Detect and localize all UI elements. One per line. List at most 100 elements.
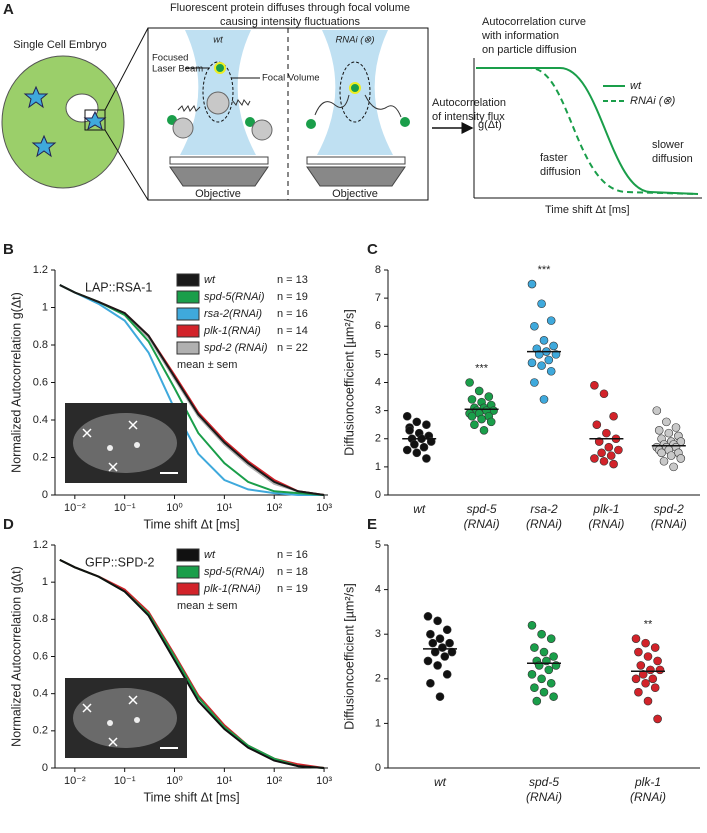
wt-label: wt — [213, 35, 223, 46]
category-label: (RNAi) — [526, 790, 562, 804]
data-point — [636, 661, 646, 670]
category-label: wt — [413, 502, 426, 516]
data-point — [539, 336, 549, 345]
a-title: Fluorescent protein diffuses through foc… — [170, 2, 410, 14]
objective — [306, 166, 406, 187]
legend-n: n = 22 — [277, 342, 308, 354]
y-tick-label: 0.2 — [33, 451, 48, 463]
data-point — [428, 638, 438, 648]
y-axis-label: Normalized Autocorrelation g(Δt) — [9, 566, 23, 747]
data-point — [599, 389, 609, 399]
data-point — [412, 448, 422, 458]
a-title: causing intensity fluctuations — [220, 16, 361, 28]
y-axis-label: Diffusioncoefficient [µm²/s] — [342, 583, 356, 729]
y-tick-label: 0.4 — [33, 414, 48, 426]
focal-volume — [339, 61, 371, 123]
category-label: spd-5 — [467, 502, 497, 516]
data-point — [486, 417, 496, 427]
x-tick-label: 10⁰ — [166, 502, 183, 514]
data-point — [657, 448, 666, 458]
a-y-label: g(Δt) — [478, 119, 502, 131]
x-tick-label: 10⁻² — [64, 502, 86, 514]
category-label: (RNAi) — [526, 517, 562, 531]
arrow-label: Autocorrelation — [432, 97, 506, 109]
data-point — [530, 378, 539, 387]
zoom-line — [104, 129, 149, 201]
legend-n: n = 13 — [277, 274, 308, 286]
y-tick-label: 5 — [375, 539, 381, 551]
curve-title: Autocorrelation curve — [482, 16, 586, 28]
zoom-box — [84, 109, 106, 131]
y-tick-label: 0.6 — [33, 650, 48, 662]
legend-n: n = 18 — [277, 566, 308, 578]
data-point — [438, 643, 447, 652]
inset-cross — [128, 695, 138, 705]
legend-n: n = 19 — [277, 583, 308, 595]
legend-n: n = 16 — [277, 308, 308, 320]
data-point — [609, 411, 618, 421]
y-axis-label: Diffusioncoefficient [µm²/s] — [342, 309, 356, 455]
data-point — [549, 341, 558, 351]
data-point — [447, 647, 457, 657]
legend-label: wt — [204, 549, 216, 561]
legend-swatch — [176, 582, 200, 596]
data-point — [604, 442, 614, 452]
data-point — [442, 625, 452, 635]
panel-label: B — [3, 241, 14, 258]
legend-swatch — [176, 290, 200, 304]
data-point — [654, 426, 664, 435]
chart-title: LAP::RSA-1 — [85, 280, 152, 294]
data-point — [477, 414, 486, 424]
beam-label: Laser Beam — [152, 64, 203, 75]
inset-cross — [108, 462, 118, 472]
slower-label: slower — [652, 139, 684, 151]
data-point — [643, 652, 653, 661]
significance: *** — [475, 362, 489, 374]
zoom-line — [104, 27, 149, 111]
complex — [206, 91, 230, 115]
data-point — [544, 665, 554, 675]
inset-embryo — [73, 413, 177, 473]
data-point — [609, 459, 618, 469]
y-tick-label: 7 — [375, 292, 381, 304]
y-tick-label: 0.4 — [33, 688, 48, 700]
objective-label: Objective — [332, 188, 378, 200]
data-point — [527, 620, 537, 630]
star — [23, 85, 49, 109]
data-point — [652, 406, 662, 415]
legend-swatch — [176, 341, 200, 355]
inset-cross — [128, 420, 138, 430]
data-point — [669, 462, 678, 472]
legend-label: rsa-2(RNAi) — [204, 308, 262, 320]
y-tick-label: 3 — [375, 628, 381, 640]
category-label: (RNAi) — [630, 790, 666, 804]
data-point — [551, 350, 561, 359]
data-point — [666, 451, 676, 460]
inset-spot — [107, 445, 113, 451]
data-point — [653, 714, 662, 724]
data-point — [419, 442, 429, 452]
fluorophore — [245, 117, 255, 127]
data-point — [539, 647, 549, 657]
data-point — [410, 440, 419, 449]
y-tick-label: 8 — [375, 264, 381, 276]
y-tick-label: 0.6 — [33, 376, 48, 388]
focal-volume — [202, 61, 234, 123]
fluorophore — [214, 62, 226, 74]
legend-label: spd-5(RNAi) — [204, 291, 265, 303]
x-tick-label: 10³ — [316, 502, 332, 514]
data-point — [641, 678, 650, 688]
data-point — [422, 454, 431, 463]
data-point — [484, 392, 494, 401]
embryo — [1, 55, 125, 189]
inset-spot — [107, 720, 113, 726]
data-point — [641, 638, 650, 648]
panel-label: C — [367, 241, 378, 258]
significance: ** — [644, 619, 653, 631]
data-point — [430, 647, 440, 657]
legend-n: n = 16 — [277, 549, 308, 561]
chart-title: GFP::SPD-2 — [85, 555, 155, 569]
data-point — [433, 661, 442, 670]
embryo-label: Single Cell Embryo — [13, 39, 107, 51]
